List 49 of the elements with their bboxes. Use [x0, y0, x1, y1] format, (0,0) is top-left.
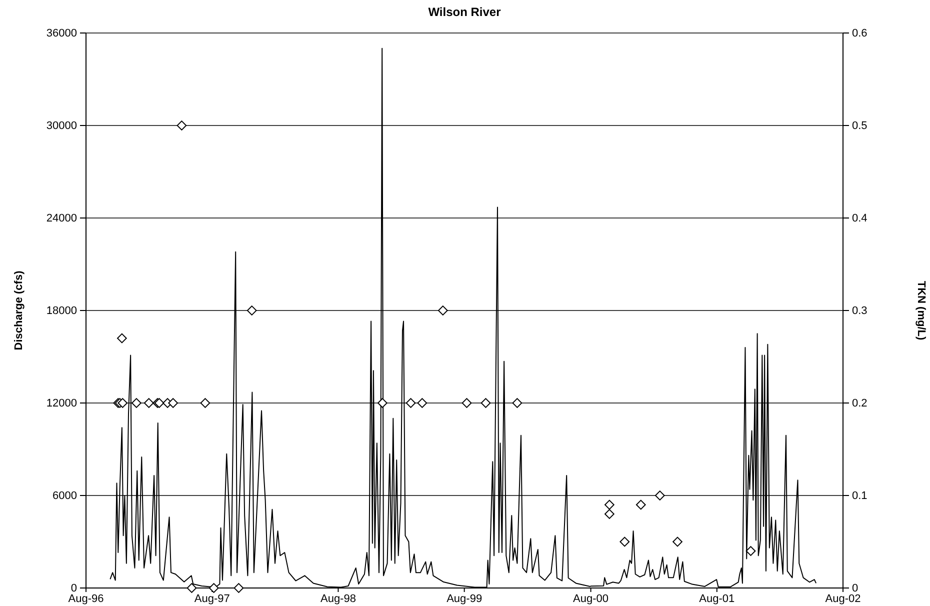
y2-tick-label: 0.5: [852, 120, 868, 132]
y-tick-label: 6000: [52, 490, 77, 502]
x-tick-label: Aug-02: [825, 592, 861, 605]
x-tick-label: Aug-96: [68, 592, 104, 605]
point: [512, 398, 522, 408]
point: [604, 500, 614, 510]
y2-tick-label: 0.6: [852, 28, 868, 40]
point: [378, 398, 388, 408]
y2-tick-label: 0.2: [852, 398, 868, 410]
x-tick-label: Aug-97: [194, 592, 230, 605]
point: [132, 398, 142, 408]
point: [117, 333, 127, 344]
point: [636, 500, 646, 510]
x-tick-label: Aug-98: [320, 592, 356, 605]
y-tick-label: 30000: [46, 120, 77, 132]
chart-title: Wilson River: [428, 5, 502, 19]
point: [234, 583, 244, 593]
y-tick-label: 24000: [46, 212, 77, 225]
point: [620, 536, 630, 547]
point: [200, 398, 210, 408]
y2-tick-label: 0.3: [852, 305, 868, 318]
point: [186, 583, 197, 593]
y-axis-title: Discharge (cfs): [13, 270, 25, 350]
point: [118, 398, 128, 408]
point: [480, 398, 491, 408]
point: [746, 546, 756, 556]
y2-tick-label: 0.1: [852, 490, 868, 502]
y-tick-label: 36000: [46, 28, 77, 40]
y-tick-label: 18000: [46, 305, 77, 318]
point: [438, 306, 448, 316]
y-tick-label: 12000: [46, 398, 77, 410]
point: [144, 398, 154, 408]
point: [654, 490, 665, 500]
point: [672, 536, 682, 547]
point: [246, 306, 257, 316]
point: [168, 398, 178, 408]
y2-tick-label: 0: [852, 582, 858, 595]
x-tick-label: Aug-01: [699, 592, 735, 605]
y2-tick-label: 0.4: [852, 212, 868, 225]
x-tick-label: Aug-00: [573, 592, 609, 605]
point: [406, 398, 416, 408]
point: [208, 583, 219, 593]
point: [417, 398, 428, 408]
point: [462, 398, 472, 408]
point: [604, 509, 614, 519]
point: [176, 120, 187, 130]
x-tick-label: Aug-99: [446, 592, 482, 605]
y2-axis-title: TKN (mg/L): [915, 280, 927, 340]
y-tick-label: 0: [70, 582, 77, 595]
